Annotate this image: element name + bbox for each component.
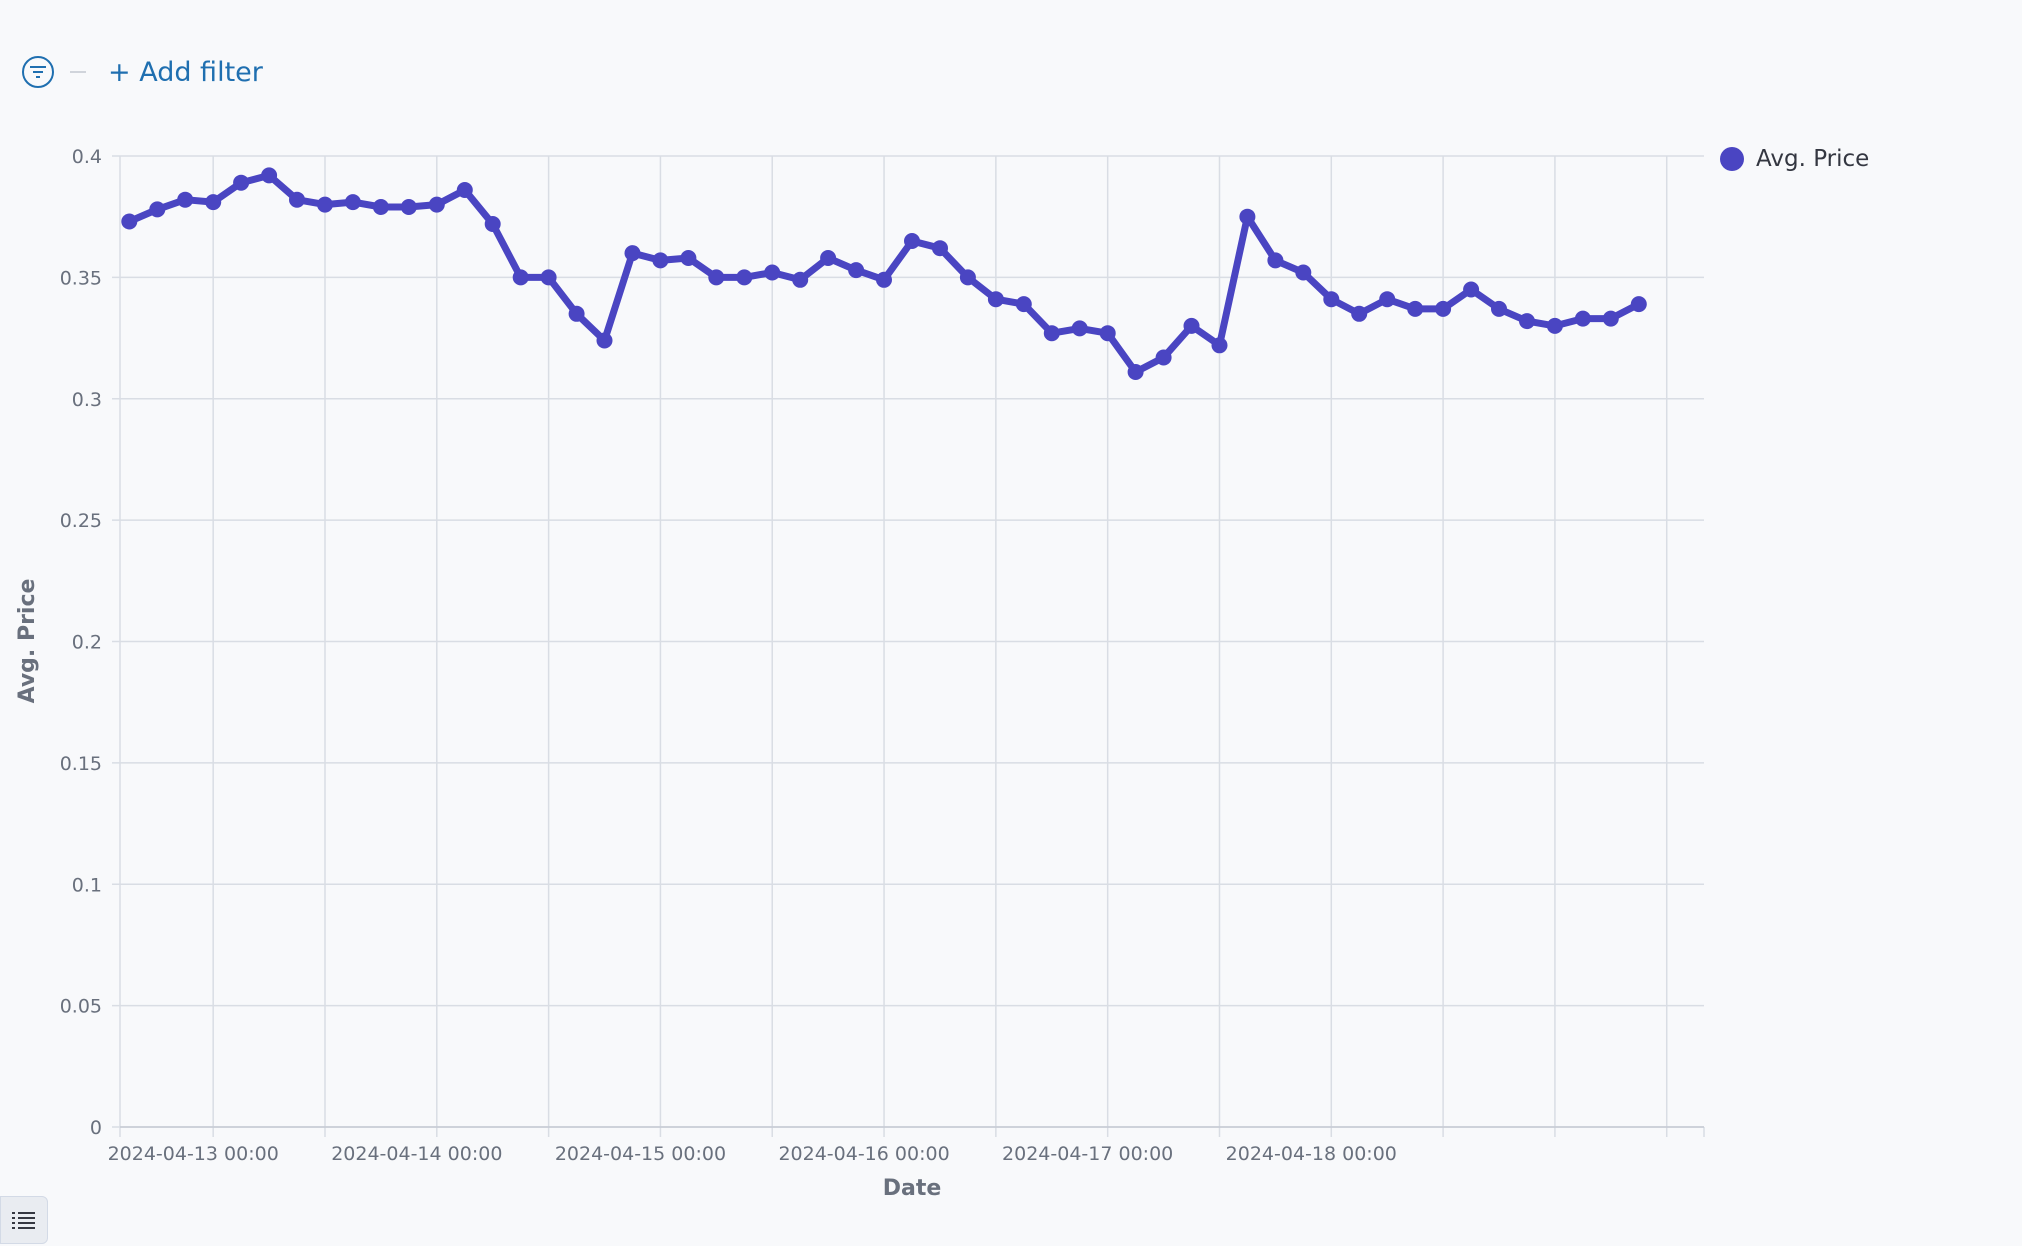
data-point <box>959 269 976 286</box>
data-point <box>596 332 613 349</box>
data-point <box>652 252 669 269</box>
add-filter-button[interactable]: + Add filter <box>108 56 263 88</box>
data-point <box>512 269 529 286</box>
data-point <box>1574 310 1591 327</box>
list-icon <box>12 1212 35 1229</box>
legend[interactable]: Avg. Price <box>1720 146 1869 172</box>
legend-label: Avg. Price <box>1756 146 1870 172</box>
data-point <box>233 174 250 191</box>
data-point <box>1071 320 1088 337</box>
data-point <box>344 194 361 211</box>
data-point <box>568 305 585 322</box>
y-tick-label: 0.3 <box>72 389 102 411</box>
y-tick-label: 0.1 <box>72 874 102 896</box>
data-point <box>372 199 389 215</box>
data-point <box>205 194 222 211</box>
data-point <box>1519 313 1535 330</box>
legend-toggle-button[interactable] <box>0 1196 48 1244</box>
data-point <box>177 191 194 208</box>
x-tick-label: 2024-04-16 00:00 <box>778 1143 949 1165</box>
data-point <box>1351 305 1368 322</box>
axes: 0 0.05 0.1 0.15 0.2 0.25 0.3 0.35 0.4 2024-04-13 … <box>60 146 1705 1165</box>
data-point <box>456 182 473 198</box>
data-point <box>1267 252 1284 269</box>
data-point <box>1043 325 1060 342</box>
y-axis-title: Avg. Price <box>15 579 40 704</box>
data-point <box>1491 300 1507 317</box>
filter-separator <box>70 71 86 73</box>
filter-icon[interactable] <box>22 56 54 88</box>
data-point <box>876 271 892 288</box>
data-point <box>1602 310 1619 327</box>
data-point <box>1546 317 1563 334</box>
x-tick-label: 2024-04-17 00:00 <box>1002 1143 1173 1165</box>
data-point <box>289 191 305 208</box>
y-tick-label: 0.25 <box>60 510 102 532</box>
data-point <box>1435 300 1452 317</box>
data-point <box>1323 291 1340 308</box>
data-point <box>540 269 557 286</box>
data-point <box>400 199 417 215</box>
data-point <box>624 245 641 262</box>
y-tick-label: 0.2 <box>72 632 102 654</box>
data-point <box>1155 349 1172 366</box>
data-point <box>680 250 697 266</box>
data-point <box>121 213 138 230</box>
y-tick-label: 0.4 <box>72 146 102 168</box>
data-point <box>149 201 166 218</box>
data-point <box>1211 337 1228 354</box>
data-point <box>261 167 278 184</box>
x-tick-label: 2024-04-13 00:00 <box>108 1143 279 1165</box>
series-avg-price <box>121 167 1647 380</box>
x-axis-title: Date <box>883 1176 942 1201</box>
x-tick-label: 2024-04-18 00:00 <box>1226 1143 1397 1165</box>
legend-marker <box>1720 147 1744 171</box>
data-point <box>1379 291 1396 308</box>
x-tick-label: 2024-04-14 00:00 <box>331 1143 502 1165</box>
y-tick-label: 0.15 <box>60 753 102 775</box>
data-point <box>792 271 809 288</box>
data-point <box>820 250 837 266</box>
data-point <box>428 196 445 213</box>
data-point <box>1127 364 1144 380</box>
data-point <box>317 196 333 213</box>
grid <box>120 155 1704 1137</box>
data-point <box>987 291 1004 308</box>
data-point <box>904 233 920 249</box>
data-point <box>848 262 865 279</box>
data-point <box>736 269 753 286</box>
y-tick-label: 0.35 <box>60 267 102 289</box>
data-point <box>932 240 948 257</box>
x-tick-label: 2024-04-15 00:00 <box>555 1143 726 1165</box>
data-point <box>1099 325 1116 342</box>
data-point <box>1015 296 1032 313</box>
data-point <box>1630 296 1647 313</box>
data-point <box>764 264 781 281</box>
data-point <box>1407 300 1424 317</box>
data-point <box>1239 208 1256 225</box>
data-point <box>1183 317 1200 334</box>
y-tick-label: 0.05 <box>60 996 102 1018</box>
data-point <box>1295 264 1312 281</box>
filter-bar: + Add filter <box>22 54 263 90</box>
y-tick-label: 0 <box>90 1117 102 1139</box>
data-point <box>708 269 725 286</box>
data-point <box>1463 281 1480 298</box>
data-point <box>484 216 501 232</box>
